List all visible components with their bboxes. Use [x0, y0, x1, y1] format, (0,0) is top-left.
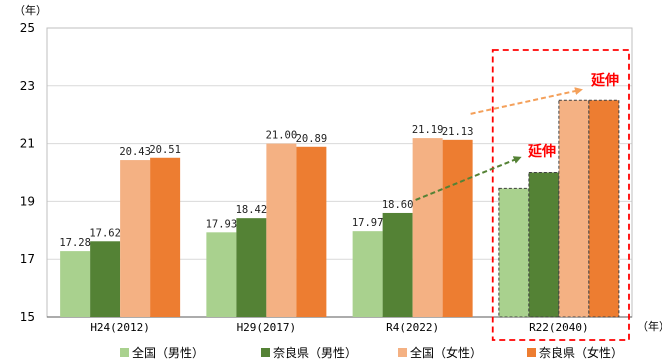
bars — [60, 99, 620, 318]
legend: 全国（男性） 奈良県（男性） 全国（女性） 奈良県（女性） — [0, 344, 662, 362]
legend-swatch — [261, 348, 270, 357]
x-category-label: R4(2022) — [386, 321, 439, 334]
legend-item-national-male: 全国（男性） — [120, 344, 204, 361]
y-axis-unit: （年） — [14, 3, 47, 17]
data-label: 21.19 — [412, 124, 444, 136]
bar — [498, 187, 530, 318]
data-label: 21.00 — [266, 130, 298, 142]
y-tick-label: 19 — [20, 194, 35, 208]
data-label: 18.60 — [382, 199, 414, 211]
y-tick-label: 17 — [20, 252, 35, 266]
bar — [352, 231, 383, 317]
bar — [236, 218, 267, 317]
data-label: 21.13 — [442, 126, 474, 138]
bar-chart: 15 17 19 21 23 25 （年） （年） H24(2012) H29(2017) R4(2… — [14, 3, 662, 341]
extension-arrow-female — [470, 87, 583, 115]
extension-arrow-male — [415, 156, 522, 201]
y-tick-label: 25 — [20, 21, 35, 35]
legend-label: 全国（男性） — [132, 346, 205, 360]
x-axis-unit: （年） — [637, 319, 662, 333]
axes: 15 17 19 21 23 25 （年） （年） H24(2012) H29(2017) R4(2… — [14, 3, 662, 334]
legend-label: 奈良県（男性） — [273, 346, 358, 360]
bar — [206, 232, 237, 317]
legend-item-nara-female: 奈良県（女性） — [527, 344, 623, 361]
legend-item-national-female: 全国（女性） — [398, 344, 482, 361]
data-label: 20.89 — [296, 133, 328, 145]
legend-label: 奈良県（女性） — [539, 346, 624, 360]
bar — [90, 241, 121, 317]
x-category-label: H29(2017) — [237, 321, 297, 334]
data-label: 17.28 — [59, 237, 91, 249]
x-category-label: H24(2012) — [90, 321, 150, 334]
bar — [558, 99, 590, 318]
bar — [588, 99, 620, 318]
annotation-extension-female: 延伸 — [590, 72, 619, 89]
legend-swatch — [527, 348, 536, 357]
data-label: 20.43 — [119, 146, 151, 158]
data-label: 17.93 — [206, 218, 238, 230]
y-tick-label: 23 — [20, 79, 35, 93]
bar — [150, 157, 181, 317]
bar — [412, 138, 443, 317]
bar — [382, 212, 413, 317]
annotation-extension-male: 延伸 — [527, 143, 556, 160]
legend-swatch — [120, 348, 129, 357]
bar — [528, 172, 560, 318]
legend-item-nara-male: 奈良県（男性） — [261, 344, 357, 361]
x-category-label: R22(2040) — [529, 321, 589, 334]
bar — [266, 143, 297, 317]
bar — [60, 251, 91, 317]
data-label: 20.51 — [149, 144, 181, 156]
legend-label: 全国（女性） — [410, 346, 483, 360]
data-label: 17.97 — [352, 217, 384, 229]
bar — [120, 160, 151, 317]
data-label: 17.62 — [89, 227, 121, 239]
bar — [442, 139, 473, 317]
y-tick-label: 21 — [20, 137, 35, 151]
legend-swatch — [398, 348, 407, 357]
y-tick-label: 15 — [20, 310, 35, 324]
data-label: 18.42 — [236, 204, 268, 216]
bar — [296, 146, 327, 317]
projection-frame — [491, 49, 630, 341]
